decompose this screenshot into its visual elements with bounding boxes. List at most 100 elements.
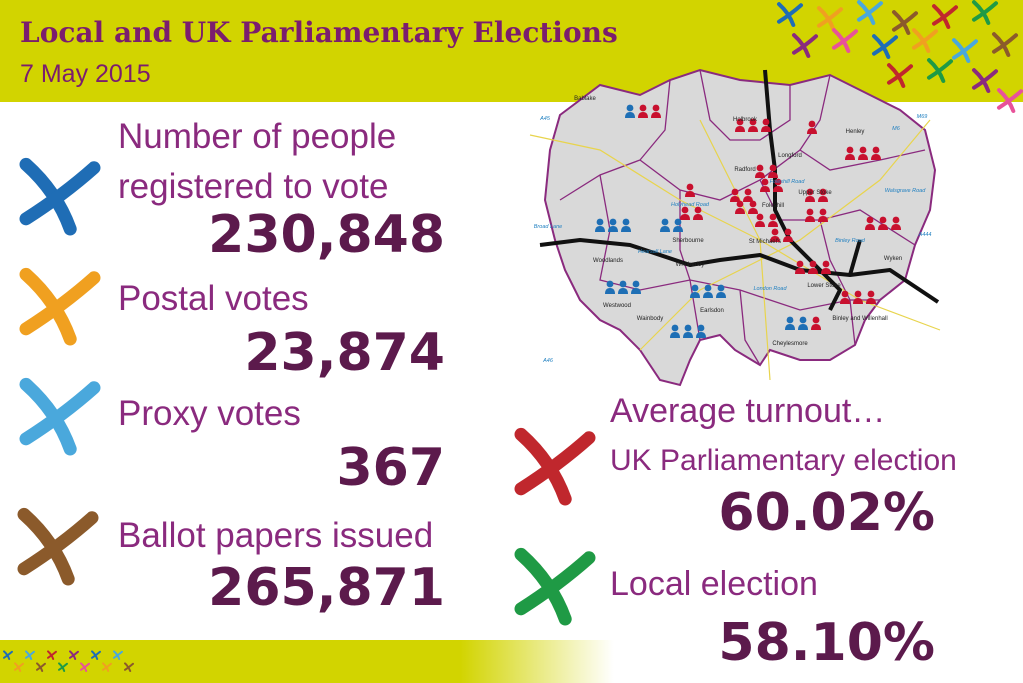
cross-mark	[952, 38, 978, 63]
ward-label: Sherbourne	[672, 238, 704, 244]
icon-body	[795, 268, 805, 274]
stat-value: 367	[336, 438, 445, 498]
cross-stroke	[36, 662, 46, 671]
cross-stroke	[932, 5, 958, 26]
icon-body	[785, 324, 795, 330]
ward-label: Henley	[846, 129, 865, 135]
icon-body	[853, 298, 863, 304]
cross-stroke	[972, 1, 998, 22]
title: Local and UK Parliamentary Elections	[20, 16, 618, 49]
councillor-icon	[743, 188, 753, 202]
cross-stroke	[69, 650, 79, 659]
icon-head	[762, 118, 770, 126]
icon-head	[866, 216, 874, 224]
cross-mark	[992, 32, 1018, 57]
icon-body	[735, 208, 745, 214]
icon-body	[595, 226, 605, 232]
cross-mark	[36, 662, 46, 672]
cross-stroke	[912, 29, 938, 50]
icon-head	[619, 280, 627, 288]
cross-mark	[3, 650, 13, 660]
councillor-icon	[638, 104, 648, 118]
councillor-icon	[755, 213, 765, 227]
cross-stroke	[892, 11, 918, 32]
councillor-icon	[805, 208, 815, 222]
icon-body	[866, 298, 876, 304]
councillor-icon	[785, 316, 795, 330]
councillor-icon	[853, 290, 863, 304]
icon-head	[681, 206, 689, 214]
cross-stroke	[887, 64, 913, 85]
councillor-icon	[798, 316, 808, 330]
road-label: London Road	[753, 286, 787, 292]
road-label: Walsgrave Road	[885, 188, 926, 194]
icon-body	[748, 208, 758, 214]
cross-mark	[887, 63, 913, 88]
cross-stroke	[80, 662, 90, 671]
ward-label: Wyken	[884, 256, 902, 262]
turnout-value: 58.10%	[718, 613, 935, 673]
stat-value: 265,871	[208, 558, 445, 618]
icon-body	[840, 298, 850, 304]
councillor-icon	[696, 324, 706, 338]
icon-head	[749, 200, 757, 208]
stat-label: Proxy votes	[118, 394, 301, 433]
icon-head	[774, 178, 782, 186]
icon-body	[761, 126, 771, 132]
cross-stroke	[113, 650, 123, 659]
icon-head	[596, 218, 604, 226]
cross-stroke	[832, 29, 858, 50]
icon-body	[683, 332, 693, 338]
icon-head	[697, 324, 705, 332]
cross-mark	[972, 68, 998, 93]
icon-body	[651, 112, 661, 118]
turnout-heading: Average turnout…	[610, 392, 885, 430]
icon-body	[690, 292, 700, 298]
councillor-icon	[625, 104, 635, 118]
icon-body	[743, 196, 753, 202]
councillor-icon	[761, 118, 771, 132]
icon-head	[771, 228, 779, 236]
cross-mark	[91, 650, 101, 660]
icon-body	[865, 224, 875, 230]
icon-head	[671, 324, 679, 332]
cross-stroke	[124, 662, 134, 671]
cross-mark	[19, 267, 101, 346]
cross-stroke	[25, 650, 35, 659]
ward-label: Wainbody	[637, 316, 663, 322]
icon-head	[691, 284, 699, 292]
councillor-icon	[878, 216, 888, 230]
icon-head	[819, 188, 827, 196]
councillor-icon	[748, 200, 758, 214]
icon-body	[625, 112, 635, 118]
icon-body	[773, 186, 783, 192]
councillor-icon	[690, 284, 700, 298]
icon-head	[867, 290, 875, 298]
icon-body	[807, 128, 817, 134]
councillor-icon	[730, 188, 740, 202]
cross-stroke	[997, 89, 1023, 110]
councillor-icon	[605, 280, 615, 294]
ward-label: St Michael's	[749, 239, 781, 245]
cross-mark	[777, 2, 803, 27]
councillor-icon	[818, 208, 828, 222]
cross-stroke	[514, 551, 596, 616]
ward-label: Whoberley	[676, 262, 705, 268]
councillor-icon	[735, 200, 745, 214]
councillor-icon	[811, 316, 821, 330]
councillor-icon	[807, 120, 817, 134]
cross-mark	[113, 650, 123, 660]
icon-head	[704, 284, 712, 292]
icon-head	[694, 206, 702, 214]
councillor-icon	[821, 260, 831, 274]
cross-mark	[932, 4, 958, 29]
cross-stroke	[19, 271, 101, 336]
cross-mark	[972, 0, 998, 25]
cross-mark	[19, 377, 101, 456]
map: Bablake Holbrook Henley Longford Radford Fole…	[529, 68, 941, 387]
icon-head	[786, 316, 794, 324]
turnout-value: 60.02%	[718, 483, 935, 543]
icon-head	[609, 218, 617, 226]
icon-head	[661, 218, 669, 226]
icon-body	[660, 226, 670, 232]
